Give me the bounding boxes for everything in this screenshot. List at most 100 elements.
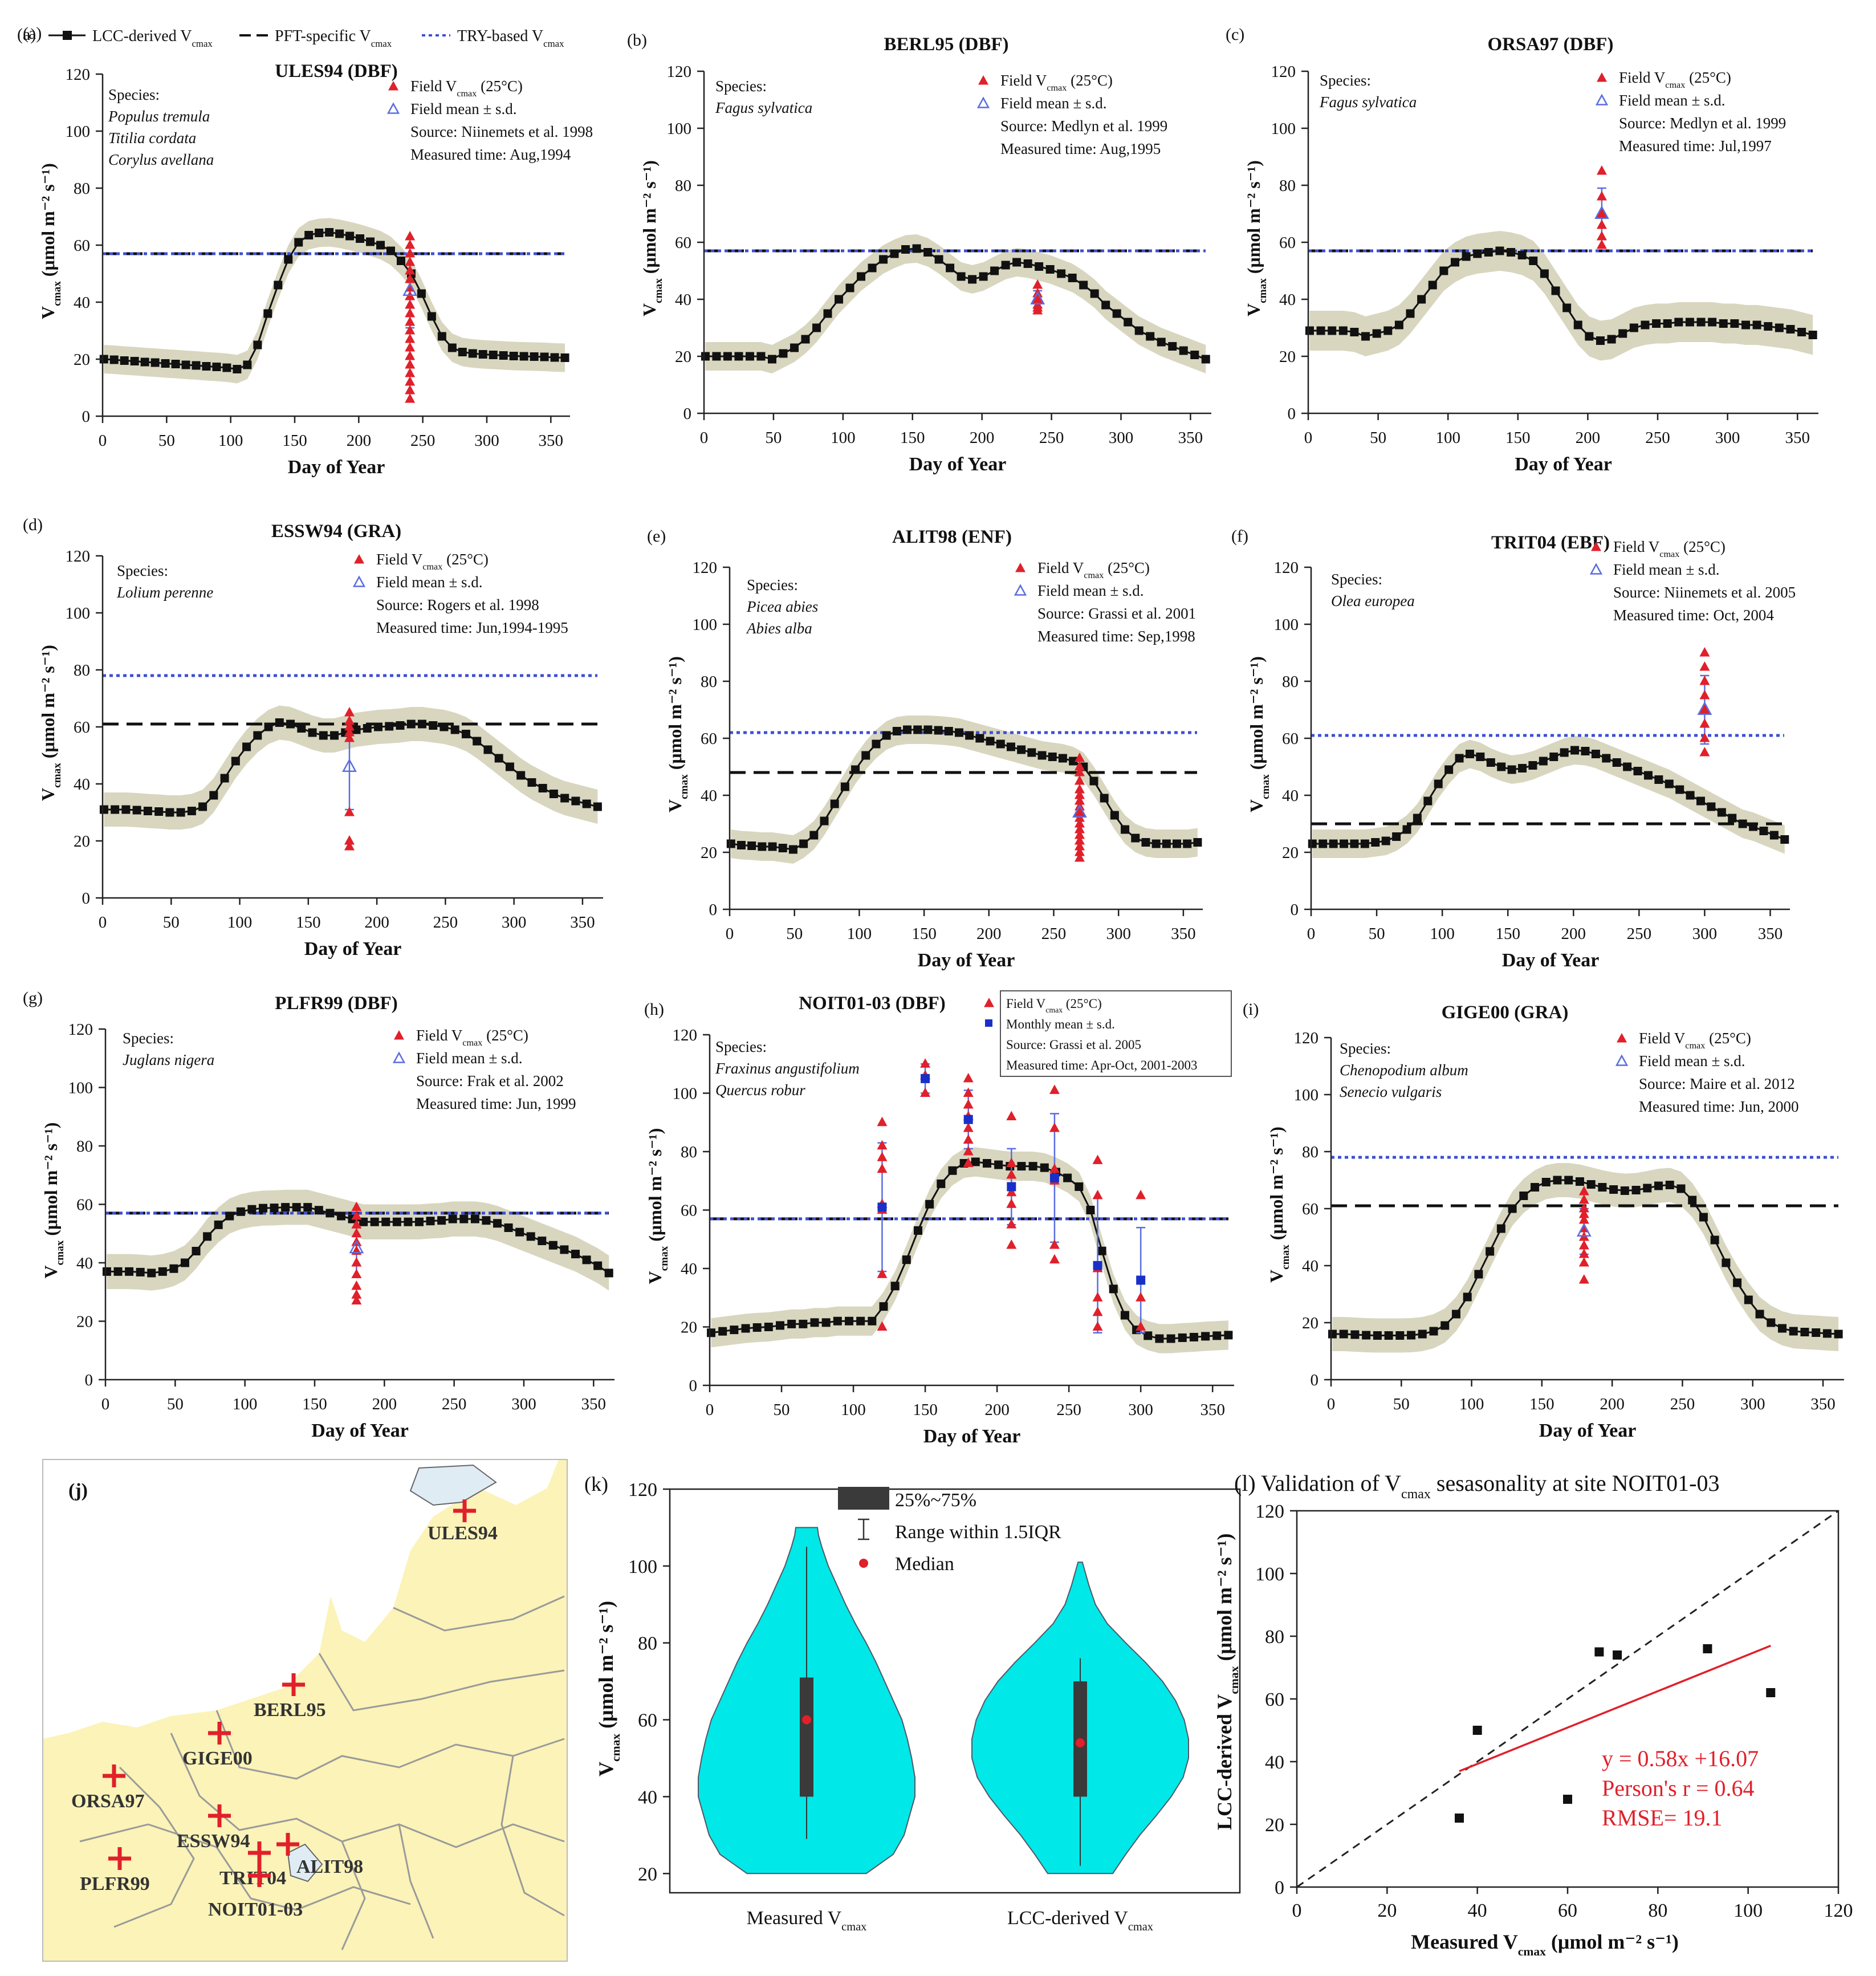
lcc-point — [258, 1204, 267, 1213]
lcc-point — [540, 352, 549, 361]
panel-label: (d) — [23, 515, 43, 534]
x-tick-label: 250 — [442, 1395, 467, 1413]
field-label: Field V — [1006, 997, 1046, 1011]
lcc-point — [1654, 1181, 1663, 1190]
panel-label: (b) — [627, 31, 647, 50]
lcc-point — [1063, 1173, 1072, 1182]
field-vcmax-point — [920, 1058, 931, 1068]
lcc-point — [1450, 258, 1459, 267]
x-tick-label: 50 — [1370, 429, 1386, 447]
lcc-point — [1834, 1329, 1843, 1339]
species-name: Populus tremula — [108, 108, 210, 125]
lcc-point — [840, 782, 849, 791]
mean-legend-marker — [1014, 584, 1027, 596]
lcc-point — [1037, 751, 1047, 760]
lcc-point — [845, 283, 854, 292]
lcc-point — [560, 1245, 569, 1254]
lcc-point — [1201, 1332, 1210, 1341]
lcc-point — [986, 737, 995, 746]
x-tick-label: 150 — [913, 1401, 938, 1419]
field-vcmax-point — [963, 1134, 974, 1144]
panel-g: 0 50 100 150 200 250 300 350 0 20 40 60 80 100 120 Day … — [23, 989, 615, 1441]
lcc-line — [1332, 1179, 1839, 1336]
x-tick-label: 0 — [1292, 1900, 1302, 1921]
lcc-point — [1383, 326, 1393, 335]
y-tick-label: 120 — [66, 547, 91, 566]
map-border — [500, 1755, 565, 1917]
x-tick-label: 150 — [1529, 1395, 1554, 1413]
lcc-point — [1371, 838, 1380, 847]
lcc-point — [1553, 1176, 1562, 1185]
y-tick-label: 0 — [709, 901, 718, 919]
lcc-point — [851, 765, 860, 774]
x-tick-label: 350 — [570, 913, 595, 932]
field-vcmax-point — [877, 1116, 888, 1127]
x-tick-label: 150 — [296, 913, 321, 932]
mean-legend-marker — [1615, 1054, 1629, 1066]
lcc-point — [1749, 822, 1758, 831]
lcc-point — [253, 731, 262, 740]
y-tick-label: 0 — [82, 408, 91, 426]
lcc-point — [1473, 249, 1482, 258]
y-label-sub: cmax — [1260, 774, 1272, 799]
field-vcmax-point — [1074, 807, 1085, 816]
y-tick-label: 40 — [701, 787, 717, 805]
lcc-point — [990, 266, 999, 275]
lcc-point — [1722, 1258, 1731, 1267]
lcc-point — [1674, 318, 1683, 327]
y-tick-label: 80 — [1302, 1143, 1319, 1161]
lcc-point — [1224, 1331, 1233, 1340]
lcc-point — [489, 351, 498, 359]
lcc-point — [1384, 1331, 1393, 1340]
lcc-point — [1541, 1178, 1551, 1186]
monthly-mean-point — [963, 1115, 973, 1124]
y-label-unit: (μmol m⁻² s⁻¹) — [595, 1601, 617, 1734]
species-name: Corylus avellana — [108, 151, 214, 168]
y-axis-label: Vcmax (μmol m⁻² s⁻¹) — [40, 1123, 66, 1279]
field-vcmax-point — [405, 376, 416, 386]
lcc-point — [550, 353, 559, 362]
field-sub: cmax — [1659, 549, 1679, 559]
species-name: Chenopodium album — [1340, 1062, 1468, 1079]
lcc-point — [745, 352, 754, 361]
lcc-point — [482, 1216, 491, 1225]
lcc-point — [130, 357, 139, 365]
data-point — [1594, 1647, 1604, 1657]
field-vcmax-point — [344, 841, 355, 851]
field-vcmax-point — [351, 1201, 362, 1211]
field-vcmax-point — [1699, 647, 1710, 657]
x-axis-label: Day of Year — [1539, 1420, 1637, 1441]
field-label: Field V — [1613, 538, 1660, 555]
lcc-point — [879, 1302, 888, 1311]
field-vcmax-point — [1596, 191, 1607, 201]
lcc-point — [450, 725, 459, 734]
try-sub: cmax — [543, 38, 564, 49]
y-axis-label: Vcmax (μmol m⁻² s⁻¹) — [1246, 656, 1272, 812]
lcc-point — [1350, 839, 1359, 848]
species-label: Species: — [715, 1038, 767, 1055]
lcc-point — [1710, 1235, 1719, 1245]
lcc-point — [427, 312, 436, 321]
lcc-point — [1423, 796, 1433, 806]
x-tick-label: 300 — [1692, 925, 1718, 943]
x-tick-label: 250 — [1039, 429, 1064, 447]
field-label: Field V — [410, 78, 457, 95]
site-marker — [453, 1499, 476, 1522]
lcc-point — [102, 1267, 111, 1276]
lcc-point — [1101, 300, 1110, 310]
x-tick-label: 250 — [1627, 925, 1652, 943]
lcc-point — [330, 731, 339, 740]
lcc-point — [571, 796, 580, 806]
field-legend-text: Field Vcmax (25°C) — [1619, 69, 1731, 90]
field-legend-marker — [388, 81, 398, 91]
lcc-point — [231, 757, 240, 766]
x-axis-label: Day of Year — [909, 454, 1007, 475]
x-tick-label: 300 — [1740, 1395, 1765, 1413]
lcc-legend-marker — [63, 31, 72, 40]
lcc-point — [468, 349, 477, 358]
lcc-point — [1717, 808, 1726, 817]
uncertainty-band — [705, 234, 1206, 373]
lcc-point — [478, 350, 487, 359]
field-label: Field V — [416, 1027, 463, 1044]
